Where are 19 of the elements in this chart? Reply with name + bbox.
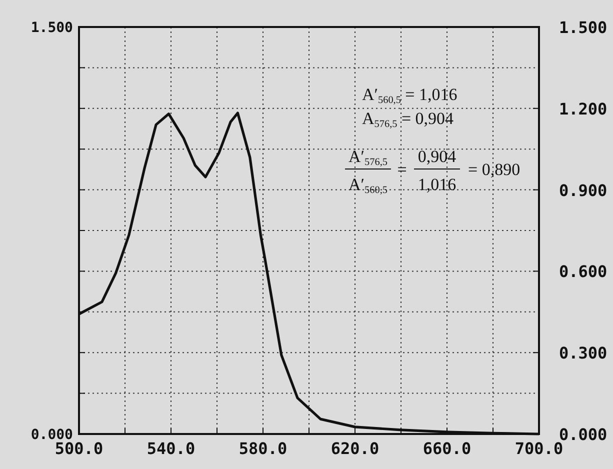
- y2-tick-label: 1.500: [559, 18, 608, 37]
- y2-tick-label: 0.900: [559, 180, 608, 200]
- y2-tick-label: 0.600: [559, 262, 608, 282]
- x-tick-label: 700.0: [514, 439, 564, 458]
- annotation: =: [397, 160, 407, 179]
- y2-tick-label: 1.200: [559, 99, 608, 118]
- annotation: A′$_{560,5}$: [348, 175, 388, 196]
- x-tick-label: 540.0: [146, 439, 196, 458]
- annotation: A$_{576,5}$ = 0,904: [362, 109, 454, 130]
- annotation: A′$_{560,5}$ = 1,016: [362, 85, 458, 106]
- annotation: 1,016: [418, 175, 456, 194]
- annotation: A′$_{576,5}$: [348, 147, 388, 168]
- annotation: = 0,890: [468, 160, 520, 179]
- annotation: 0,904: [418, 147, 457, 166]
- y2-tick-label: 0.300: [559, 344, 608, 363]
- x-tick-label: 660.0: [422, 439, 472, 458]
- x-tick-label: 580.0: [238, 439, 288, 458]
- x-tick-label: 500.0: [54, 439, 104, 458]
- x-tick-label: 620.0: [330, 439, 380, 458]
